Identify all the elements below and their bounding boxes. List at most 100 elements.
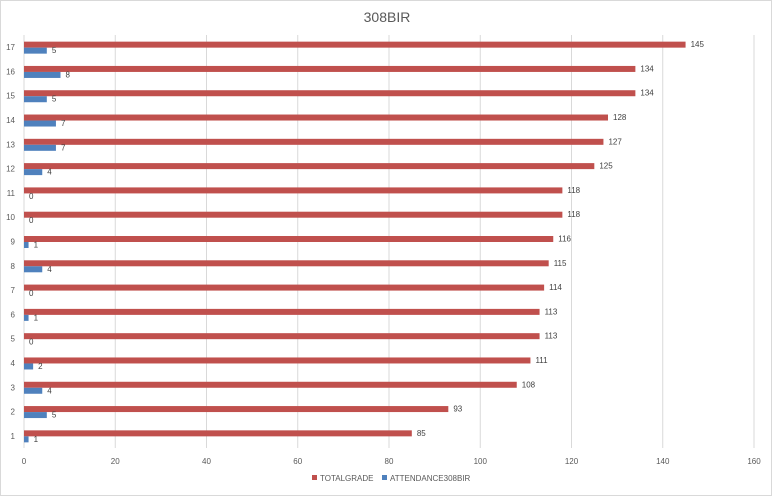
- y-tick-label: 1: [11, 432, 16, 441]
- bar-totalgrade-11: [24, 187, 563, 194]
- data-label-attendance308bir-9: 1: [34, 241, 39, 250]
- bar-attendance308bir-3: [24, 387, 43, 394]
- data-label-totalgrade-3: 108: [522, 380, 536, 389]
- y-tick-label: 5: [11, 335, 16, 344]
- x-tick-labels: 0 20 40 60 80 100 120 140 160: [22, 457, 761, 466]
- data-label-totalgrade-7: 114: [549, 283, 562, 292]
- bar-attendance308bir-14: [24, 120, 56, 127]
- data-label-totalgrade-15: 134: [640, 89, 654, 98]
- bar-attendance308bir-8: [24, 266, 43, 273]
- data-label-attendance308bir-11: 0: [29, 192, 34, 201]
- x-tick-label: 160: [747, 457, 761, 466]
- bar-totalgrade-14: [24, 114, 608, 121]
- data-label-totalgrade-2: 93: [453, 405, 462, 414]
- data-label-attendance308bir-16: 8: [66, 70, 71, 79]
- data-label-attendance308bir-12: 4: [47, 168, 52, 177]
- chart-title: 308BIR: [364, 9, 411, 25]
- bar-attendance308bir-17: [24, 47, 47, 54]
- x-tick-label: 140: [656, 457, 670, 466]
- data-label-totalgrade-8: 115: [554, 259, 567, 268]
- data-label-attendance308bir-15: 5: [52, 95, 57, 104]
- bar-totalgrade-2: [24, 406, 449, 413]
- bar-totalgrade-3: [24, 381, 517, 388]
- bar-totalgrade-17: [24, 41, 686, 48]
- data-label-totalgrade-10: 118: [567, 210, 580, 219]
- data-label-attendance308bir-8: 4: [47, 265, 52, 274]
- x-tick-label: 40: [202, 457, 211, 466]
- data-label-totalgrade-17: 145: [691, 40, 705, 49]
- data-label-totalgrade-6: 113: [545, 307, 558, 316]
- bar-attendance308bir-1: [24, 436, 29, 443]
- y-tick-label: 9: [11, 238, 16, 247]
- data-label-attendance308bir-14: 7: [61, 119, 66, 128]
- bar-totalgrade-10: [24, 211, 563, 218]
- data-label-totalgrade-14: 128: [613, 113, 627, 122]
- data-label-attendance308bir-10: 0: [29, 216, 34, 225]
- x-tick-label: 20: [111, 457, 120, 466]
- y-tick-label: 16: [6, 67, 15, 76]
- data-label-attendance308bir-2: 5: [52, 411, 57, 420]
- legend: TOTALGRADE ATTENDANCE308BIR: [312, 474, 471, 483]
- data-label-totalgrade-9: 116: [558, 235, 571, 244]
- y-tick-label: 2: [11, 408, 16, 417]
- legend-swatch-totalgrade: [312, 475, 317, 480]
- y-tick-label: 10: [6, 213, 15, 222]
- bar-totalgrade-1: [24, 430, 412, 437]
- y-tick-label: 4: [11, 359, 16, 368]
- data-label-totalgrade-11: 118: [567, 186, 580, 195]
- x-tick-label: 0: [22, 457, 27, 466]
- legend-label-attendance308bir: ATTENDANCE308BIR: [390, 474, 471, 483]
- x-tick-label: 100: [474, 457, 488, 466]
- y-tick-label: 12: [6, 165, 15, 174]
- data-label-attendance308bir-7: 0: [29, 289, 34, 298]
- data-label-totalgrade-12: 125: [599, 162, 613, 171]
- y-tick-label: 11: [7, 189, 16, 198]
- data-label-attendance308bir-1: 1: [34, 435, 39, 444]
- data-label-attendance308bir-13: 7: [61, 143, 66, 152]
- data-label-attendance308bir-4: 2: [38, 362, 43, 371]
- bar-attendance308bir-4: [24, 363, 34, 370]
- y-tick-label: 7: [11, 286, 16, 295]
- y-tick-label: 8: [11, 262, 16, 271]
- bar-totalgrade-4: [24, 357, 531, 364]
- bar-totalgrade-13: [24, 138, 604, 145]
- bar-totalgrade-8: [24, 260, 549, 267]
- y-tick-label: 17: [6, 43, 15, 52]
- data-label-attendance308bir-5: 0: [29, 338, 34, 347]
- bar-attendance308bir-13: [24, 144, 56, 151]
- legend-label-totalgrade: TOTALGRADE: [320, 474, 374, 483]
- bar-attendance308bir-6: [24, 314, 29, 321]
- bar-totalgrade-9: [24, 236, 554, 242]
- data-label-attendance308bir-17: 5: [52, 46, 57, 55]
- data-label-totalgrade-16: 134: [640, 64, 654, 73]
- y-tick-label: 6: [11, 310, 16, 319]
- bar-totalgrade-12: [24, 163, 595, 170]
- bar-totalgrade-5: [24, 333, 540, 340]
- bar-attendance308bir-12: [24, 169, 43, 176]
- legend-swatch-attendance308bir: [382, 475, 387, 480]
- data-label-attendance308bir-3: 4: [47, 386, 52, 395]
- bar-attendance308bir-15: [24, 96, 47, 103]
- bar-totalgrade-7: [24, 284, 545, 291]
- y-tick-label: 14: [6, 116, 15, 125]
- x-tick-label: 120: [565, 457, 579, 466]
- bars-group: [24, 41, 686, 443]
- bar-attendance308bir-9: [24, 242, 29, 248]
- x-tick-label: 60: [293, 457, 302, 466]
- y-tick-label: 15: [6, 92, 15, 101]
- bar-totalgrade-16: [24, 65, 636, 72]
- data-label-totalgrade-1: 85: [417, 429, 426, 438]
- bar-attendance308bir-2: [24, 412, 47, 419]
- data-label-totalgrade-13: 127: [608, 137, 622, 146]
- bar-totalgrade-15: [24, 90, 636, 97]
- bar-totalgrade-6: [24, 308, 540, 315]
- x-tick-label: 80: [385, 457, 394, 466]
- y-tick-label: 13: [6, 140, 15, 149]
- data-labels-group: 8519351084111211301131114011541161118011…: [29, 40, 704, 444]
- data-label-attendance308bir-6: 1: [34, 313, 39, 322]
- bar-attendance308bir-16: [24, 71, 61, 78]
- y-tick-label: 3: [11, 383, 16, 392]
- data-label-totalgrade-5: 113: [545, 332, 558, 341]
